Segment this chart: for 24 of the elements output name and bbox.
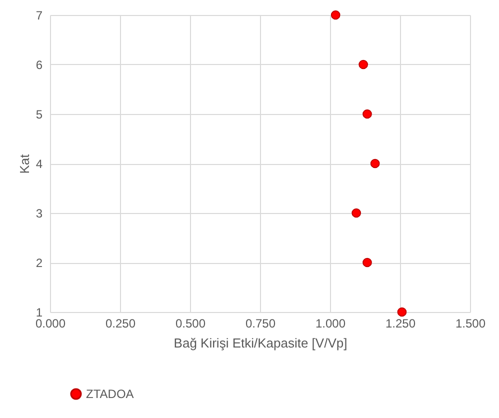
x-tick-label: 0.250 xyxy=(105,316,136,330)
x-tick-label: 0.000 xyxy=(35,316,66,330)
x-tick-label: 1.000 xyxy=(315,316,346,330)
y-tick-label: 3 xyxy=(36,206,43,220)
point xyxy=(362,109,372,119)
y-tick-label: 7 xyxy=(36,8,43,22)
y-tick-label: 1 xyxy=(36,306,43,320)
x-tick-label: 0.750 xyxy=(245,316,276,330)
x-tick-label: 0.500 xyxy=(175,316,206,330)
legend-label: ZTADOA xyxy=(86,387,134,401)
y-tick-label: 4 xyxy=(36,157,43,171)
point xyxy=(362,258,372,268)
x-tick-label: 1.500 xyxy=(455,316,486,330)
y-tick-label: 5 xyxy=(36,108,43,122)
y-tick-label: 2 xyxy=(36,256,43,270)
point xyxy=(330,10,340,20)
y-axis-title: Kat xyxy=(16,154,32,174)
point xyxy=(397,307,407,317)
point xyxy=(370,158,380,168)
x-axis-title: Bağ Kirişi Etki/Kapasite [V/Vp] xyxy=(174,336,348,350)
point xyxy=(352,208,362,218)
x-tick-label: 1.250 xyxy=(385,316,416,330)
point xyxy=(358,60,368,70)
y-tick-label: 6 xyxy=(36,58,43,72)
